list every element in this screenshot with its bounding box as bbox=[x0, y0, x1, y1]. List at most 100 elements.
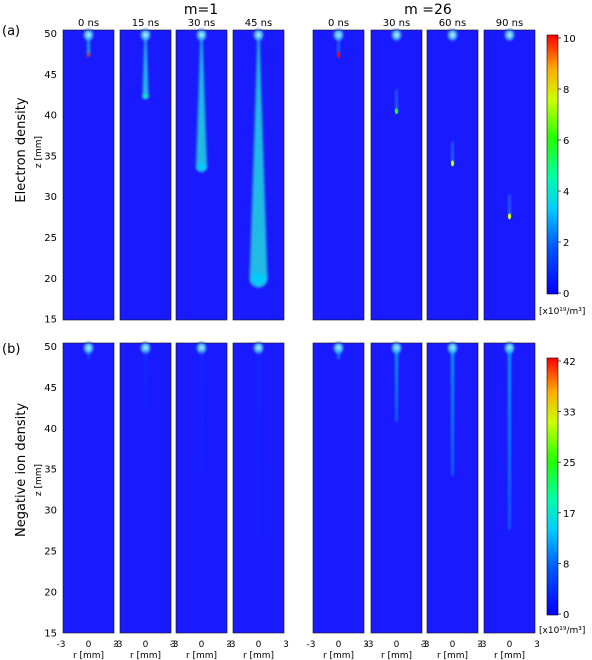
row-a-quantity-label: Electron density bbox=[14, 97, 29, 202]
heatmap-panel-frame bbox=[370, 29, 423, 321]
heatmap-panel-frame bbox=[312, 29, 365, 321]
ion-channel bbox=[87, 349, 90, 360]
column-time-label: 60 ns bbox=[439, 18, 466, 29]
r-axis-label: r [mm] bbox=[73, 651, 104, 660]
colorbar-tick-label: 0 bbox=[563, 289, 569, 300]
streamer-head bbox=[336, 51, 341, 58]
z-tick-label: 25 bbox=[44, 547, 57, 558]
z-axis-label-b: z [mm] bbox=[34, 464, 44, 496]
colorbar-tick-label: 2 bbox=[563, 238, 569, 249]
r-tick-label: -3 bbox=[307, 640, 316, 650]
z-tick-label: 15 bbox=[44, 628, 57, 639]
r-tick-label: 0 bbox=[450, 640, 456, 650]
streamer-channel bbox=[87, 38, 90, 57]
r-tick-label: 0 bbox=[86, 640, 92, 650]
streamer-head bbox=[196, 163, 207, 171]
r-tick-label: 0 bbox=[507, 640, 513, 650]
heatmap-panel-frame bbox=[312, 342, 365, 634]
r-tick-label: -3 bbox=[57, 640, 66, 650]
z-axis-label-a: z [mm] bbox=[34, 136, 44, 168]
ion-channel bbox=[200, 349, 203, 476]
heatmap-panel-frame bbox=[232, 29, 285, 321]
panel-label-a: (a) bbox=[2, 24, 20, 39]
colorbar-tick-label: 4 bbox=[563, 187, 569, 198]
r-tick-label: 3 bbox=[534, 640, 540, 650]
column-time-label: 15 ns bbox=[132, 18, 159, 29]
colorbar-tick-label: 33 bbox=[563, 408, 576, 419]
heatmap-panel bbox=[484, 30, 535, 320]
r-tick-label: 3 bbox=[113, 640, 119, 650]
r-tick-label: 3 bbox=[363, 640, 369, 650]
r-tick-label: 3 bbox=[283, 640, 289, 650]
z-tick-label: 15 bbox=[44, 315, 57, 326]
colorbar-a bbox=[546, 34, 559, 295]
group-title-m1: m=1 bbox=[184, 2, 218, 18]
electrode-glow bbox=[445, 27, 460, 43]
z-tick-label: 45 bbox=[44, 70, 57, 81]
r-tick-label: 0 bbox=[199, 640, 205, 650]
panel-label-b: (b) bbox=[2, 342, 20, 357]
heatmap-panel-frame bbox=[483, 29, 536, 321]
heatmap-panel-frame bbox=[62, 342, 115, 634]
heatmap-panel-frame bbox=[232, 342, 285, 634]
r-axis-label: r [mm] bbox=[323, 651, 354, 660]
colorbar-tick-label: 17 bbox=[563, 509, 576, 520]
ion-channel bbox=[451, 349, 454, 476]
r-axis-label: r [mm] bbox=[494, 651, 525, 660]
electrode-glow bbox=[502, 27, 517, 43]
electrode-glow bbox=[81, 27, 96, 43]
column-time-label: 0 ns bbox=[328, 18, 349, 29]
colorbar-tick-label: 8 bbox=[563, 85, 569, 96]
z-tick-label: 25 bbox=[44, 233, 57, 244]
electrode-glow bbox=[251, 27, 266, 43]
electrode-glow bbox=[502, 340, 517, 356]
streamer-channel bbox=[451, 141, 454, 164]
streamer-channel bbox=[337, 32, 340, 55]
heatmap-panel-frame bbox=[426, 342, 479, 634]
r-axis-label: r [mm] bbox=[243, 651, 274, 660]
r-tick-label: 0 bbox=[256, 640, 262, 650]
colorbar-tick-label: 10 bbox=[563, 34, 576, 45]
r-tick-label: -3 bbox=[478, 640, 487, 650]
electrode-glow bbox=[251, 340, 266, 356]
heatmap-panel bbox=[63, 30, 114, 320]
colorbar-b bbox=[546, 357, 559, 616]
z-tick-label: 50 bbox=[44, 29, 57, 40]
r-tick-label: 3 bbox=[226, 640, 232, 650]
z-tick-label: 20 bbox=[44, 274, 57, 285]
ion-channel bbox=[395, 349, 398, 422]
streamer-channel bbox=[395, 89, 398, 112]
streamer-channel bbox=[142, 38, 149, 100]
streamer-head bbox=[507, 213, 512, 220]
z-tick-label: 20 bbox=[44, 587, 57, 598]
colorbar-tick-label: 42 bbox=[563, 357, 576, 368]
heatmap-panel-frame bbox=[483, 342, 536, 634]
electrode-glow bbox=[194, 340, 209, 356]
z-tick-label: 40 bbox=[44, 424, 57, 435]
electrode-glow bbox=[389, 27, 404, 43]
heatmap-panel bbox=[313, 343, 364, 633]
heatmap-panel-frame bbox=[426, 29, 479, 321]
heatmap-panel bbox=[371, 30, 422, 320]
column-time-label: 0 ns bbox=[78, 18, 99, 29]
streamer-head bbox=[394, 108, 399, 115]
electrode-glow bbox=[389, 340, 404, 356]
r-axis-label: r [mm] bbox=[437, 651, 468, 660]
z-tick-label: 35 bbox=[44, 151, 57, 162]
r-tick-label: -3 bbox=[365, 640, 374, 650]
streamer-channel bbox=[249, 38, 268, 288]
streamer-channel bbox=[508, 194, 511, 217]
r-tick-label: -3 bbox=[170, 640, 179, 650]
r-tick-label: 0 bbox=[394, 640, 400, 650]
colorbar-tick-label: 0 bbox=[563, 610, 569, 621]
heatmap-panel-frame bbox=[370, 342, 423, 634]
ion-channel bbox=[508, 349, 511, 530]
electrode-glow bbox=[194, 27, 209, 43]
group-title-m26: m =26 bbox=[404, 2, 452, 18]
heatmap-panel-frame bbox=[175, 29, 228, 321]
electrode-glow bbox=[445, 340, 460, 356]
streamer-head bbox=[450, 160, 455, 167]
ion-channel bbox=[337, 349, 340, 360]
colorbar-tick-label: 25 bbox=[563, 458, 576, 469]
